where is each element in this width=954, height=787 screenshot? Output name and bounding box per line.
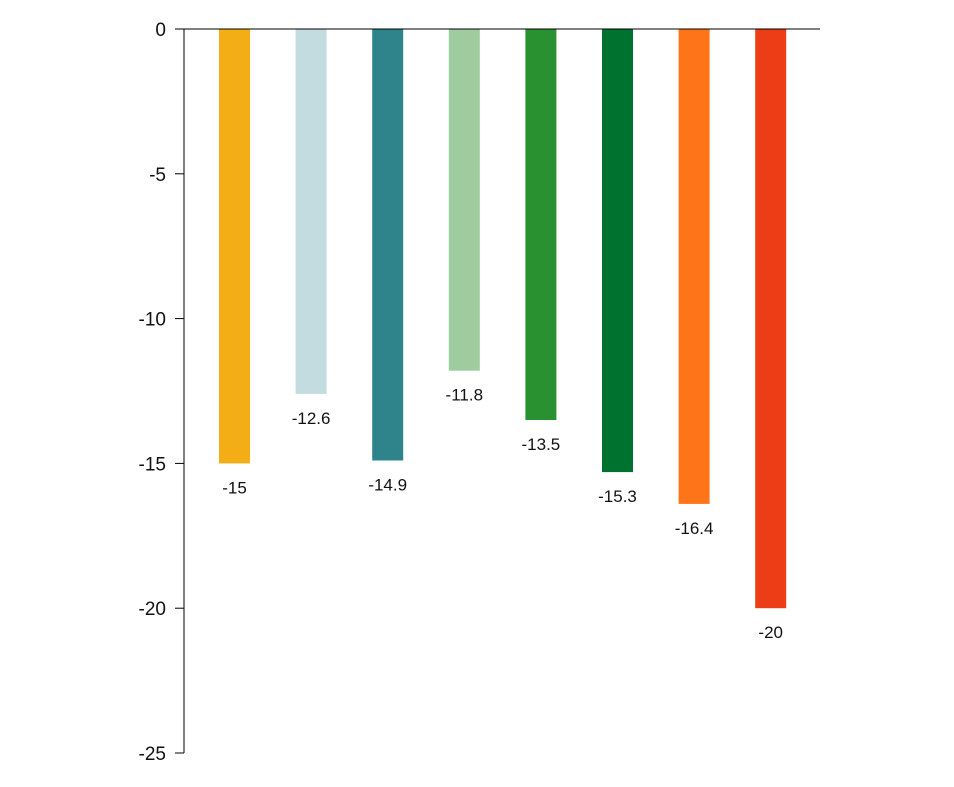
bar-1 bbox=[295, 29, 327, 394]
data-label-7: -20 bbox=[758, 623, 783, 642]
data-label-5: -15.3 bbox=[598, 487, 637, 506]
bar-5 bbox=[602, 29, 633, 473]
y-axis: 0 -5 -10 -15 -20 -25 bbox=[139, 20, 820, 765]
data-label-3: -11.8 bbox=[446, 386, 484, 405]
bar-0 bbox=[219, 29, 250, 464]
bar-2 bbox=[372, 29, 404, 461]
bar-6 bbox=[678, 29, 710, 504]
bar-7 bbox=[755, 29, 787, 609]
y-tick-label-1: -5 bbox=[149, 165, 166, 186]
data-label-4: -13.5 bbox=[522, 435, 561, 454]
y-tick-label-2: -10 bbox=[139, 310, 166, 331]
data-label-2: -14.9 bbox=[368, 476, 407, 495]
y-tick-label-4: -20 bbox=[139, 599, 166, 620]
data-labels-group: -15 -12.6 -14.9 -11.8 -13.5 -15.3 -16.4 -20 bbox=[222, 386, 783, 643]
bar-4 bbox=[525, 29, 557, 420]
y-tick-label-5: -25 bbox=[139, 744, 166, 765]
y-tick-label-0: 0 bbox=[155, 20, 166, 41]
bar-3 bbox=[448, 29, 480, 371]
data-label-0: -15 bbox=[222, 478, 247, 497]
data-label-6: -16.4 bbox=[675, 519, 714, 538]
y-tick-label-3: -15 bbox=[139, 454, 166, 475]
data-label-1: -12.6 bbox=[292, 409, 331, 428]
bars-group bbox=[219, 29, 787, 609]
